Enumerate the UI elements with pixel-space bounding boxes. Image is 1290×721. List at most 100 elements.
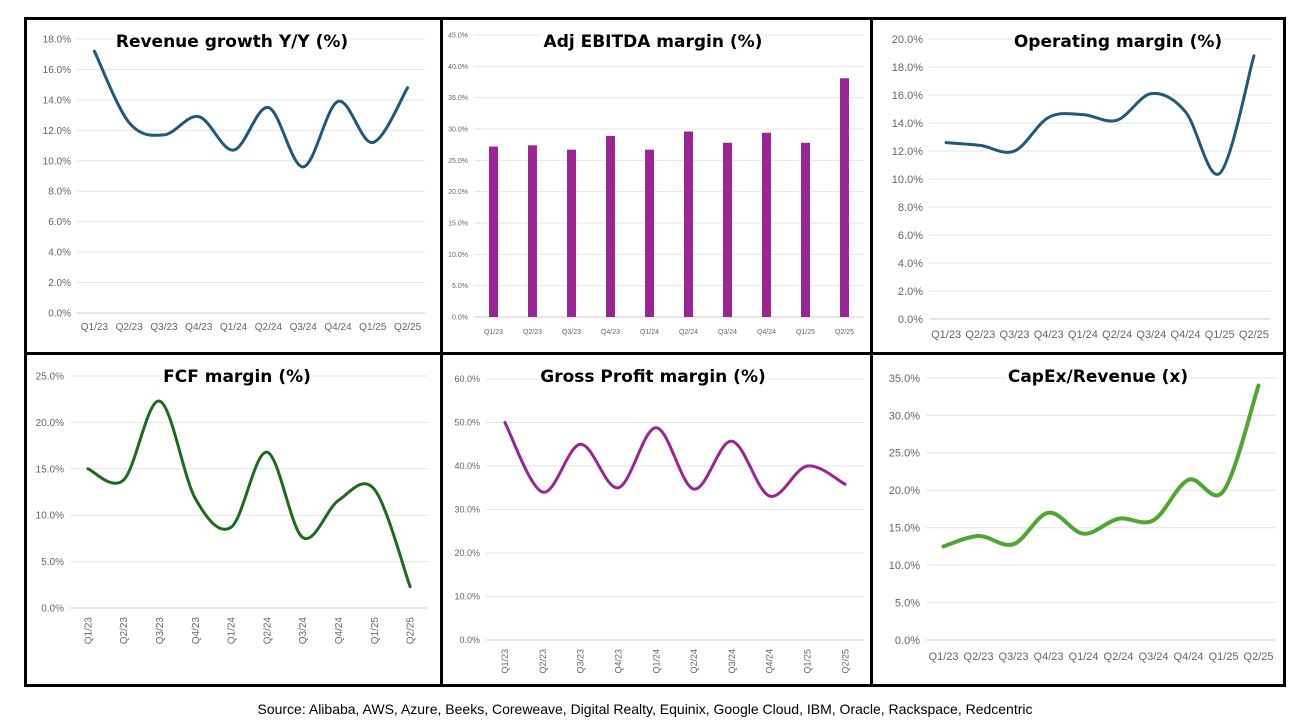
x-tick-label: Q1/23: [929, 651, 959, 663]
x-tick-label: Q3/23: [576, 649, 586, 674]
x-tick-label: Q2/24: [262, 617, 273, 645]
x-tick-label: Q1/24: [227, 617, 238, 645]
x-tick-label: Q2/25: [406, 617, 417, 645]
y-tick-label: 25.0%: [36, 372, 64, 383]
series-line: [941, 383, 1261, 549]
x-tick-label: Q1/23: [931, 329, 961, 341]
chart-svg: 0.0% 5.0% 10.0% 15.0% 20.0% 25.0% 30.0% 35.0% Q1…: [889, 373, 1276, 663]
y-tick-label: 30.0%: [889, 410, 920, 422]
series-line: [503, 421, 847, 498]
y-tick-label: 30.0%: [448, 126, 468, 133]
x-tick-label: Q2/23: [116, 322, 144, 333]
y-tick-label: 14.0%: [43, 95, 71, 106]
x-tick-label: Q3/24: [290, 322, 318, 333]
chart-grid: 0.0% 2.0% 4.0% 6.0% 8.0% 10.0% 12.0% 14.0% 16.0%…: [24, 17, 1286, 687]
x-tick-label: Q4/23: [601, 329, 620, 336]
y-tick-label: 0.0%: [898, 314, 923, 326]
x-tick-label: Q4/24: [324, 322, 352, 333]
x-tick-label: Q4/24: [757, 329, 776, 336]
series-line: [92, 49, 410, 169]
y-tick-label: 35.0%: [448, 95, 468, 102]
y-tick-label: 18.0%: [43, 35, 71, 46]
y-tick-label: 5.0%: [41, 557, 64, 568]
chart-svg: 0.0% 5.0% 10.0% 15.0% 20.0% 25.0% 30.0% 35.0% 40…: [448, 32, 864, 336]
y-tick-label: 4.0%: [48, 248, 71, 259]
x-tick-label: Q1/23: [484, 329, 503, 336]
x-tick-label: Q1/24: [1069, 651, 1099, 663]
y-tick-label: 30.0%: [454, 505, 480, 515]
x-tick-label: Q2/23: [538, 649, 548, 674]
x-tick-label: Q2/25: [394, 322, 422, 333]
x-tick-label: Q2/24: [1104, 651, 1134, 663]
operating-margin-panel: 0.0% 2.0% 4.0% 6.0% 8.0% 10.0% 12.0% 14.0% 16.0%…: [873, 20, 1283, 352]
y-tick-label: 2.0%: [48, 278, 71, 289]
x-tick-label: Q2/25: [835, 329, 854, 336]
x-tick-label: Q1/23: [83, 617, 94, 645]
y-tick-label: 16.0%: [892, 90, 923, 102]
capex-revenue-panel: 0.0% 5.0% 10.0% 15.0% 20.0% 25.0% 30.0% 35.0% Q1…: [873, 355, 1283, 684]
x-tick-label: Q3/24: [1136, 329, 1166, 341]
x-tick-label: Q1/24: [651, 649, 661, 674]
y-tick-label: 10.0%: [889, 560, 920, 572]
chart-svg: 0.0% 5.0% 10.0% 15.0% 20.0% 25.0% Q1/23 Q2/23 Q3…: [36, 372, 428, 645]
y-tick-label: 40.0%: [448, 64, 468, 71]
y-tick-label: 50.0%: [454, 418, 480, 428]
bar: [801, 142, 810, 317]
x-tick-label: Q2/23: [523, 329, 542, 336]
y-tick-label: 40.0%: [454, 461, 480, 471]
x-tick-label: Q4/24: [1174, 651, 1204, 663]
x-tick-label: Q3/23: [562, 329, 581, 336]
x-tick-label: Q3/24: [718, 329, 737, 336]
chart-title: CapEx/Revenue (x): [1005, 367, 1191, 387]
chart-title: Adj EBITDA margin (%): [541, 32, 765, 52]
x-tick-label: Q2/23: [119, 617, 130, 645]
revenue-growth-panel: 0.0% 2.0% 4.0% 6.0% 8.0% 10.0% 12.0% 14.0% 16.0%…: [27, 20, 440, 352]
y-tick-label: 10.0%: [454, 592, 480, 602]
chart-title: Gross Profit margin (%): [538, 367, 768, 387]
y-tick-label: 2.0%: [898, 286, 923, 298]
x-tick-label: Q1/23: [500, 649, 510, 674]
bar: [840, 78, 849, 317]
x-tick-label: Q4/24: [1171, 329, 1201, 341]
gross-profit-panel: 0.0% 10.0% 20.0% 30.0% 40.0% 50.0% 60.0% Q1/23 Q…: [443, 355, 870, 684]
bar: [723, 142, 732, 317]
x-tick-label: Q1/24: [1068, 329, 1098, 341]
chart-svg: 0.0% 10.0% 20.0% 30.0% 40.0% 50.0% 60.0% Q1/23 Q…: [454, 374, 864, 674]
y-tick-label: 0.0%: [459, 635, 480, 645]
x-tick-label: Q4/23: [185, 322, 213, 333]
x-tick-label: Q3/23: [1000, 329, 1030, 341]
x-tick-label: Q4/23: [1034, 329, 1064, 341]
x-tick-label: Q3/23: [999, 651, 1029, 663]
x-tick-label: Q1/24: [640, 329, 659, 336]
y-tick-label: 4.0%: [898, 258, 923, 270]
x-tick-label: Q2/25: [1239, 329, 1269, 341]
x-tick-label: Q1/25: [370, 617, 381, 645]
x-tick-label: Q1/25: [1209, 651, 1239, 663]
x-tick-label: Q1/25: [796, 329, 815, 336]
x-tick-label: Q3/23: [155, 617, 166, 645]
chart-svg: 0.0% 2.0% 4.0% 6.0% 8.0% 10.0% 12.0% 14.0% 16.0%…: [43, 35, 425, 333]
x-tick-label: Q1/23: [81, 322, 109, 333]
y-tick-label: 0.0%: [41, 604, 64, 615]
y-tick-label: 25.0%: [889, 448, 920, 460]
bar: [684, 131, 693, 317]
y-tick-label: 20.0%: [892, 34, 923, 46]
x-tick-label: Q2/24: [255, 322, 283, 333]
x-tick-label: Q1/25: [359, 322, 387, 333]
x-tick-label: Q3/24: [298, 617, 309, 645]
y-tick-label: 10.0%: [36, 511, 64, 522]
y-tick-label: 10.0%: [448, 252, 468, 259]
series-line: [86, 399, 412, 589]
chart-title: FCF margin (%): [161, 367, 313, 387]
x-tick-label: Q1/25: [802, 649, 812, 674]
x-tick-label: Q2/24: [1102, 329, 1132, 341]
bar: [567, 149, 576, 317]
y-tick-label: 35.0%: [889, 373, 920, 385]
x-tick-label: Q4/23: [1034, 651, 1064, 663]
y-tick-label: 45.0%: [448, 32, 468, 39]
y-tick-label: 14.0%: [892, 118, 923, 130]
x-tick-label: Q1/24: [220, 322, 248, 333]
y-tick-label: 15.0%: [448, 220, 468, 227]
y-tick-label: 8.0%: [48, 187, 71, 198]
x-tick-label: Q2/24: [689, 649, 699, 674]
